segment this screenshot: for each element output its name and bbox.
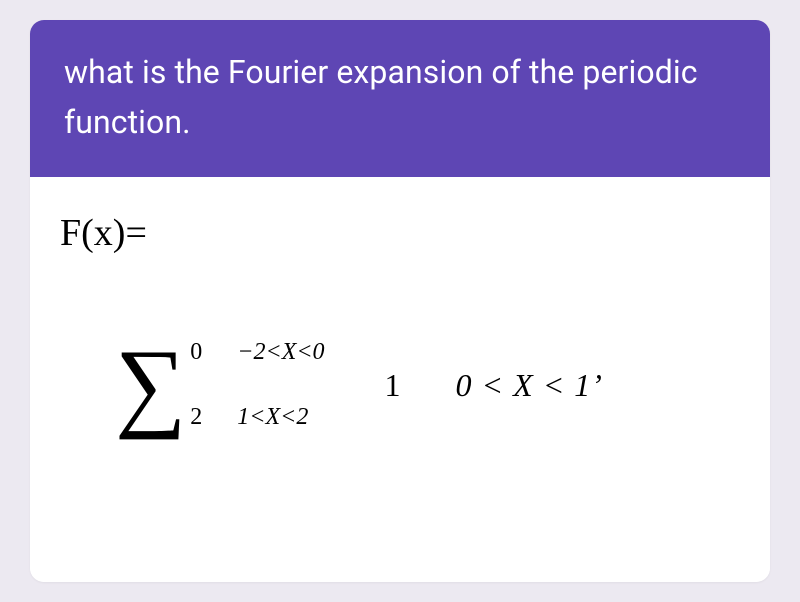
sigma-lower-limit: 2	[190, 404, 202, 431]
middle-value: 1	[385, 367, 401, 404]
question-body: F(x)= ∑ 0 2 −2<X<0 1<X<2 1 0 < X < 1’	[30, 177, 770, 582]
question-title: what is the Fourier expansion of the per…	[64, 53, 698, 141]
condition-bottom: 1<X<2	[237, 404, 308, 431]
right-range: 0 < X < 1’	[456, 367, 603, 404]
condition-top: −2<X<0	[237, 339, 324, 366]
function-label: F(x)=	[60, 211, 740, 255]
question-header: what is the Fourier expansion of the per…	[30, 20, 770, 177]
formula-row: ∑ 0 2 −2<X<0 1<X<2 1 0 < X < 1’	[60, 335, 740, 435]
sigma-upper-limit: 0	[190, 339, 202, 366]
condition-stack: −2<X<0 1<X<2	[237, 339, 324, 431]
sigma-limits: 0 2	[190, 339, 202, 431]
sigma-symbol: ∑	[115, 335, 186, 435]
question-card: what is the Fourier expansion of the per…	[30, 20, 770, 582]
